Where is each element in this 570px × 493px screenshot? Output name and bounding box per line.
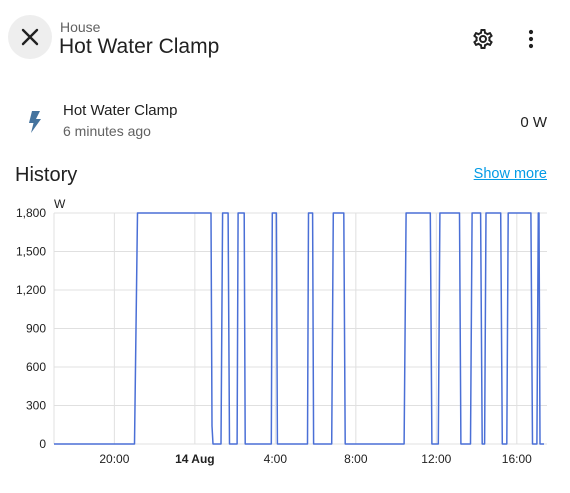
breadcrumb: House — [60, 19, 100, 35]
x-tick-label: 20:00 — [99, 452, 129, 466]
dialog-title: Hot Water Clamp — [59, 35, 219, 59]
y-tick-label: 600 — [26, 360, 46, 374]
y-tick-label: 0 — [39, 437, 46, 451]
y-tick-label: 1,500 — [16, 245, 46, 259]
dialog-header: House Hot Water Clamp — [0, 0, 570, 80]
x-tick-label: 14 Aug — [175, 452, 215, 466]
y-tick-label: 300 — [26, 399, 46, 413]
x-tick-label: 16:00 — [502, 452, 532, 466]
settings-button[interactable] — [466, 22, 500, 56]
x-tick-label: 8:00 — [344, 452, 368, 466]
gear-icon — [471, 27, 495, 51]
x-tick-label: 4:00 — [264, 452, 288, 466]
close-icon — [20, 27, 40, 47]
more-vertical-icon — [519, 27, 543, 51]
show-more-link[interactable]: Show more — [474, 166, 547, 182]
y-axis-unit-label: W — [54, 197, 66, 211]
entity-last-changed: 6 minutes ago — [63, 123, 151, 139]
y-tick-label: 1,200 — [16, 283, 46, 297]
more-options-button[interactable] — [514, 22, 548, 56]
history-title: History — [15, 164, 77, 187]
y-tick-label: 900 — [26, 322, 46, 336]
entity-state: 0 W — [520, 114, 547, 131]
entity-row[interactable]: Hot Water Clamp 6 minutes ago 0 W — [0, 92, 570, 148]
entity-name: Hot Water Clamp — [63, 102, 177, 119]
x-tick-label: 12:00 — [421, 452, 451, 466]
history-chart-svg: 0 300 600 900 1,200 1,500 1,800 20:00 14 Aug 4:00… — [0, 195, 570, 485]
y-tick-label: 1,800 — [16, 206, 46, 220]
close-button[interactable] — [8, 15, 52, 59]
history-chart[interactable]: 0 300 600 900 1,200 1,500 1,800 20:00 14 Aug 4:00… — [0, 195, 570, 485]
lightning-bolt-icon — [24, 110, 46, 134]
